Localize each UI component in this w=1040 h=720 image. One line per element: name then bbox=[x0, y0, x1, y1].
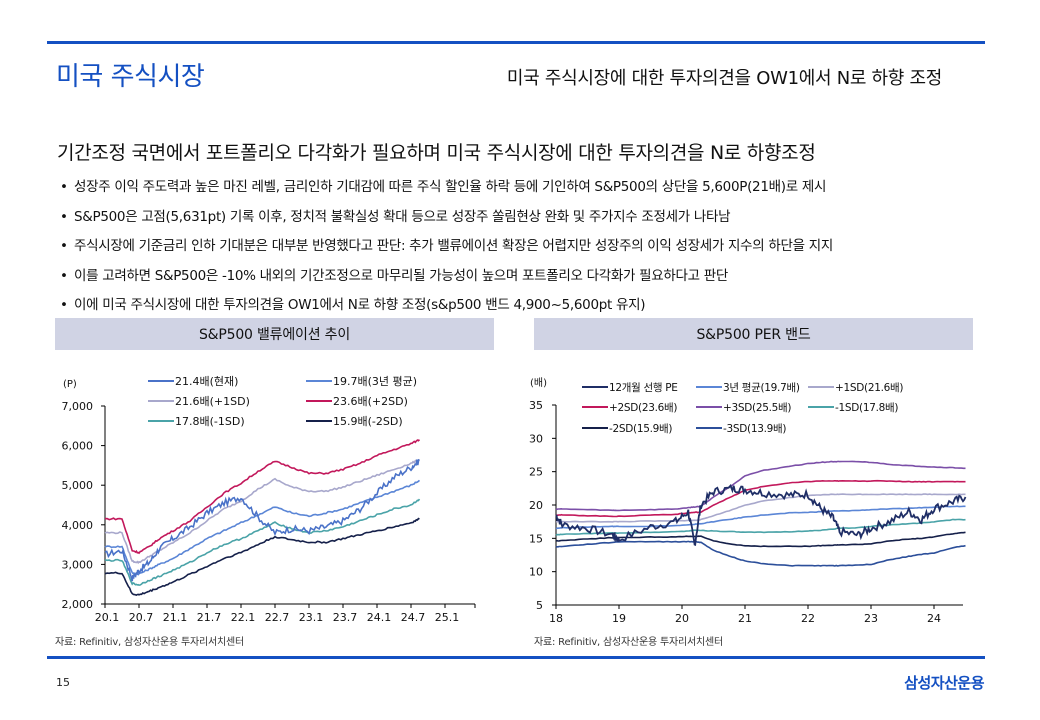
x-tick-label: 23.7 bbox=[333, 611, 358, 624]
legend-label: 17.8배(-1SD) bbox=[175, 415, 245, 428]
series-line-4 bbox=[104, 439, 421, 555]
legend-label: 23.6배(+2SD) bbox=[333, 395, 408, 408]
y-axis-unit-label: (배) bbox=[530, 377, 547, 389]
x-tick-label: 25.1 bbox=[435, 611, 460, 624]
headline: 기간조정 국면에서 포트폴리오 다각화가 필요하며 미국 주식시장에 대한 투자… bbox=[57, 142, 816, 164]
legend-label: +2SD(23.6배) bbox=[609, 402, 677, 414]
series-line-8 bbox=[555, 540, 966, 567]
y-tick-label: 2,000 bbox=[62, 598, 94, 611]
bullet-list: 성장주 이익 주도력과 높은 마진 레벨, 금리인하 기대감에 따른 주식 할인… bbox=[57, 176, 833, 324]
x-tick-label: 21.1 bbox=[163, 611, 188, 624]
y-tick-label: 35 bbox=[529, 399, 543, 412]
series-line-2 bbox=[555, 505, 966, 530]
y-tick-label: 4,000 bbox=[62, 519, 94, 532]
series-line-4 bbox=[556, 479, 966, 518]
bullet-item: 이를 고려하면 S&P500은 -10% 내외의 기간조정으로 마무리될 가능성… bbox=[57, 265, 833, 295]
legend-label: -3SD(13.9배) bbox=[723, 423, 786, 435]
y-tick-label: 10 bbox=[529, 566, 543, 579]
series-line-5 bbox=[104, 498, 421, 587]
x-tick-label: 23 bbox=[864, 612, 878, 625]
x-tick-label: 22.7 bbox=[265, 611, 290, 624]
chart-title-valuation: S&P500 밸류에이션 추이 bbox=[55, 318, 494, 350]
top-divider bbox=[47, 41, 985, 44]
series-line-1 bbox=[104, 458, 420, 582]
x-tick-label: 24 bbox=[927, 612, 941, 625]
series-line-3 bbox=[104, 458, 421, 565]
x-tick-label: 20.1 bbox=[95, 611, 120, 624]
x-tick-label: 21.7 bbox=[197, 611, 222, 624]
x-tick-label: 19 bbox=[612, 612, 626, 625]
legend-label: 21.6배(+1SD) bbox=[175, 395, 250, 408]
brand-logo: 삼성자산운용 bbox=[904, 674, 984, 692]
y-axis-unit-label: (P) bbox=[63, 379, 77, 390]
x-tick-label: 21 bbox=[738, 612, 752, 625]
x-tick-label: 24.7 bbox=[401, 611, 426, 624]
series-line-1 bbox=[555, 484, 967, 547]
x-tick-label: 20 bbox=[675, 612, 689, 625]
page-number: 15 bbox=[56, 676, 70, 689]
series-line-5 bbox=[555, 460, 966, 512]
bullet-item: 주식시장에 기준금리 인하 기대분은 대부분 반영했다고 판단: 추가 밸류에이… bbox=[57, 235, 833, 265]
series-line-7 bbox=[555, 531, 966, 548]
y-tick-label: 15 bbox=[529, 532, 543, 545]
y-tick-label: 5 bbox=[536, 599, 543, 612]
series-line-2 bbox=[104, 479, 421, 576]
legend-label: 12개월 선행 PE bbox=[609, 382, 678, 394]
legend-label: 21.4배(현재) bbox=[175, 375, 238, 388]
per-band-chart: (배) 35 30 25 20 15 10 5 18 19 20 21 22 23 24 12개월 선행 PE… bbox=[529, 377, 967, 625]
y-tick-label: 25 bbox=[529, 466, 543, 479]
series-line-3 bbox=[555, 493, 966, 523]
bullet-item: 이에 미국 주식시장에 대한 투자의견을 OW1에서 N로 하향 조정(s&p5… bbox=[57, 294, 833, 324]
y-tick-label: 6,000 bbox=[62, 440, 94, 453]
series-line-6 bbox=[104, 517, 420, 596]
legend-label: +3SD(25.5배) bbox=[723, 402, 791, 414]
x-tick-label: 20.7 bbox=[129, 611, 154, 624]
x-tick-label: 22 bbox=[801, 612, 815, 625]
bullet-item: S&P500은 고점(5,631pt) 기록 이후, 정치적 불확실성 확대 등… bbox=[57, 206, 833, 236]
bottom-divider bbox=[47, 656, 985, 659]
y-tick-label: 5,000 bbox=[62, 479, 94, 492]
y-tick-label: 20 bbox=[529, 499, 543, 512]
y-tick-label: 30 bbox=[529, 432, 543, 445]
legend-label: 3년 평균(19.7배) bbox=[723, 382, 800, 394]
chart-title-per-band: S&P500 PER 밴드 bbox=[534, 318, 973, 350]
bullet-item: 성장주 이익 주도력과 높은 마진 레벨, 금리인하 기대감에 따른 주식 할인… bbox=[57, 176, 833, 206]
x-tick-label: 23.1 bbox=[299, 611, 324, 624]
legend-label: 19.7배(3년 평균) bbox=[333, 375, 417, 388]
x-tick-label: 18 bbox=[549, 612, 563, 625]
page-title: 미국 주식시장 bbox=[56, 62, 205, 92]
page-subtitle: 미국 주식시장에 대한 투자의견을 OW1에서 N로 하향 조정 bbox=[506, 68, 942, 89]
y-tick-label: 3,000 bbox=[62, 558, 94, 571]
x-tick-label: 24.1 bbox=[367, 611, 392, 624]
legend-label: 15.9배(-2SD) bbox=[333, 415, 403, 428]
chart-source-right: 자료: Refinitiv, 삼성자산운용 투자리서치센터 bbox=[534, 637, 723, 648]
legend-label: -2SD(15.9배) bbox=[609, 423, 672, 435]
x-tick-label: 22.1 bbox=[231, 611, 256, 624]
legend-label: +1SD(21.6배) bbox=[835, 382, 903, 394]
chart-source-left: 자료: Refinitiv, 삼성자산운용 투자리서치센터 bbox=[55, 637, 244, 648]
legend-label: -1SD(17.8배) bbox=[835, 402, 898, 414]
y-tick-label: 7,000 bbox=[62, 400, 94, 413]
